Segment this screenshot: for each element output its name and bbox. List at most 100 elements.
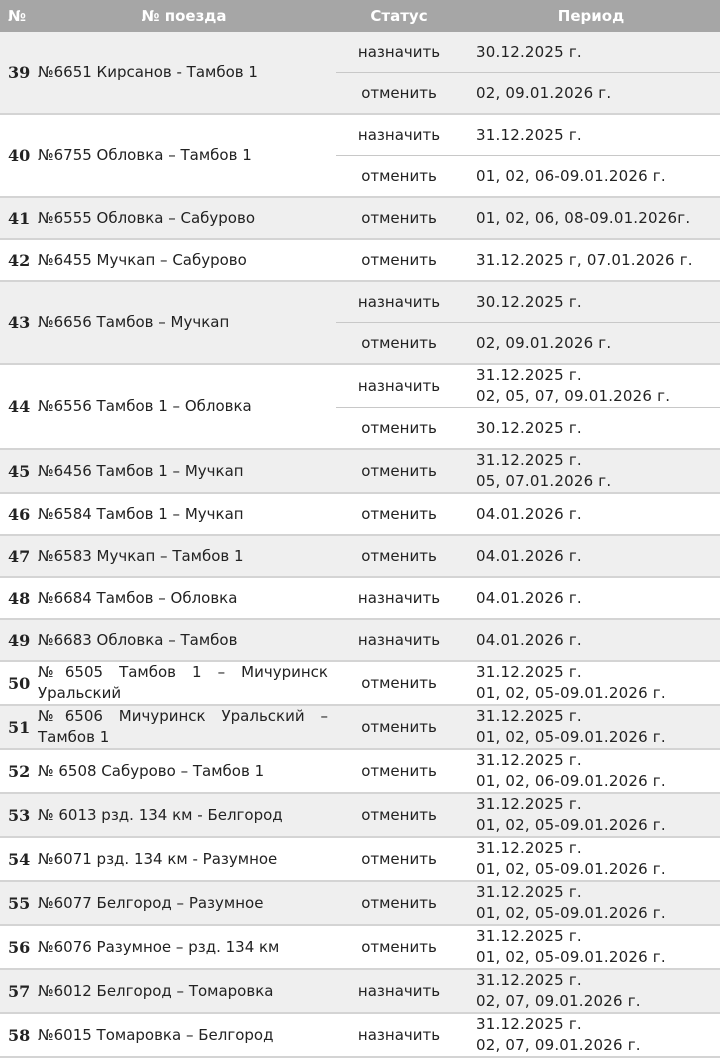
table-row: отменить 02, 09.01.2026 г. <box>0 72 720 115</box>
table-row: 39 №6651 Кирсанов - Тамбов 1 назначить 30.1… <box>0 32 720 115</box>
period-cell: 01, 02, 06, 08-09.01.2026г. <box>462 197 720 240</box>
header-status: Статус <box>336 0 462 32</box>
row-number: 45 <box>0 449 32 494</box>
table-row: 48 №6684 Тамбов – Обловка назначить 04.01.2… <box>0 577 720 620</box>
status-cell: назначить <box>336 577 462 620</box>
train-name: №6012 Белгород – Томаровка <box>32 969 336 1014</box>
period-cell: 31.12.2025 г. 01, 02, 05-09.01.2026 г. <box>462 925 720 970</box>
table-row: 57 №6012 Белгород – Томаровка назначить 31.… <box>0 969 720 1014</box>
table-row: 45 №6456 Тамбов 1 – Мучкап отменить 31.12.2… <box>0 449 720 494</box>
row-number: 51 <box>0 705 32 750</box>
row-number: 39 <box>0 32 32 115</box>
header-period: Период <box>462 0 720 32</box>
table-row: 49 №6683 Обловка – Тамбов назначить 04.01.2… <box>0 619 720 662</box>
period-cell: 31.12.2025 г. 02, 05, 07, 09.01.2026 г. <box>462 364 720 408</box>
period-cell: 31.12.2025 г. 01, 02, 05-09.01.2026 г. <box>462 705 720 750</box>
period-line: 31.12.2025 г. <box>476 366 582 384</box>
status-cell: отменить <box>336 837 462 882</box>
status-cell: отменить <box>336 239 462 282</box>
train-name: №6456 Тамбов 1 – Мучкап <box>32 449 336 494</box>
row-number: 58 <box>0 1013 32 1058</box>
period-line: 31.12.2025 г. <box>476 795 582 813</box>
table-row: отменить 30.12.2025 г. <box>0 407 720 450</box>
table-row: 40 №6755 Обловка – Тамбов 1 назначить 31.12… <box>0 114 720 198</box>
period-line: 01, 02, 06-09.01.2026 г. <box>476 772 666 790</box>
period-line: 02, 09.01.2026 г. <box>476 333 612 352</box>
status-cell: назначить <box>336 364 462 408</box>
header-train: № поезда <box>32 0 336 32</box>
period-cell: 31.12.2025 г. 01, 02, 05-09.01.2026 г. <box>462 661 720 706</box>
period-cell: 31.12.2025 г, 07.01.2026 г. <box>462 239 720 282</box>
table-row: 55 №6077 Белгород – Разумное отменить 31.12… <box>0 881 720 926</box>
row-number: 54 <box>0 837 32 882</box>
period-line: 02, 07, 09.01.2026 г. <box>476 1036 641 1054</box>
status-cell: отменить <box>336 407 462 450</box>
train-name: №6506 Мичуринск Уральский – Тамбов 1 <box>32 705 336 750</box>
period-cell: 31.12.2025 г. 02, 07, 09.01.2026 г. <box>462 1013 720 1058</box>
status-cell: назначить <box>336 114 462 156</box>
train-name: № 6508 Сабурово – Тамбов 1 <box>32 749 336 794</box>
train-name: №6651 Кирсанов - Тамбов 1 <box>32 32 336 115</box>
period-cell: 31.12.2025 г. 01, 02, 05-09.01.2026 г. <box>462 881 720 926</box>
period-line: 01, 02, 06, 08-09.01.2026г. <box>476 208 691 227</box>
table-row: 43 №6656 Тамбов – Мучкап назначить 30.12.20… <box>0 281 720 365</box>
period-cell: 02, 09.01.2026 г. <box>462 72 720 115</box>
header-num: № <box>0 0 32 32</box>
period-cell: 31.12.2025 г. 01, 02, 06-09.01.2026 г. <box>462 749 720 794</box>
row-number: 40 <box>0 114 32 198</box>
train-name: №6076 Разумное – рзд. 134 км <box>32 925 336 970</box>
period-cell: 04.01.2026 г. <box>462 493 720 536</box>
period-line: 30.12.2025 г. <box>476 418 582 437</box>
row-number: 44 <box>0 364 32 450</box>
row-number: 46 <box>0 493 32 536</box>
train-name: №6077 Белгород – Разумное <box>32 881 336 926</box>
status-cell: отменить <box>336 661 462 706</box>
status-cell: отменить <box>336 197 462 240</box>
table-body: 39 №6651 Кирсанов - Тамбов 1 назначить 30.1… <box>0 32 720 1058</box>
table-row: 56 №6076 Разумное – рзд. 134 км отменить 31… <box>0 925 720 970</box>
table-row: 58 №6015 Томаровка – Белгород назначить 31.… <box>0 1013 720 1058</box>
train-name: №6755 Обловка – Тамбов 1 <box>32 114 336 198</box>
period-line: 04.01.2026 г. <box>476 630 582 649</box>
row-number: 43 <box>0 281 32 365</box>
row-number: 50 <box>0 661 32 706</box>
period-line: 30.12.2025 г. <box>476 42 582 61</box>
period-line: 01, 02, 06-09.01.2026 г. <box>476 166 666 185</box>
status-cell: отменить <box>336 705 462 750</box>
period-line: 04.01.2026 г. <box>476 504 582 523</box>
train-name: №6015 Томаровка – Белгород <box>32 1013 336 1058</box>
period-line: 31.12.2025 г. <box>476 451 582 469</box>
period-cell: 04.01.2026 г. <box>462 577 720 620</box>
period-line: 31.12.2025 г. <box>476 707 582 725</box>
status-cell: назначить <box>336 619 462 662</box>
table-row: 50 №6505 Тамбов 1 – Мичуринск Уральский от… <box>0 661 720 706</box>
period-line: 02, 09.01.2026 г. <box>476 83 612 102</box>
period-line: 31.12.2025 г. <box>476 839 582 857</box>
train-name: №6071 рзд. 134 км - Разумное <box>32 837 336 882</box>
period-line: 01, 02, 05-09.01.2026 г. <box>476 728 666 746</box>
period-line: 05, 07.01.2026 г. <box>476 472 612 490</box>
row-number: 49 <box>0 619 32 662</box>
train-name: №6656 Тамбов – Мучкап <box>32 281 336 365</box>
table-row: 53 № 6013 рзд. 134 км - Белгород отменить 3… <box>0 793 720 838</box>
table-row: 46 №6584 Тамбов 1 – Мучкап отменить 04.01.2… <box>0 493 720 536</box>
train-name: №6505 Тамбов 1 – Мичуринск Уральский <box>32 661 336 706</box>
period-cell: 31.12.2025 г. 01, 02, 05-09.01.2026 г. <box>462 793 720 838</box>
row-number: 52 <box>0 749 32 794</box>
period-cell: 30.12.2025 г. <box>462 407 720 450</box>
train-name: №6556 Тамбов 1 – Обловка <box>32 364 336 450</box>
status-cell: отменить <box>336 449 462 494</box>
train-name: №6455 Мучкап – Сабурово <box>32 239 336 282</box>
table-row: 54 №6071 рзд. 134 км - Разумное отменить 31… <box>0 837 720 882</box>
status-cell: отменить <box>336 155 462 198</box>
period-line: 01, 02, 05-09.01.2026 г. <box>476 904 666 922</box>
table-row: 47 №6583 Мучкап – Тамбов 1 отменить 04.01.2… <box>0 535 720 578</box>
period-cell: 04.01.2026 г. <box>462 619 720 662</box>
row-number: 48 <box>0 577 32 620</box>
status-cell: отменить <box>336 925 462 970</box>
period-line: 30.12.2025 г. <box>476 292 582 311</box>
train-name: №6684 Тамбов – Обловка <box>32 577 336 620</box>
period-line: 01, 02, 05-09.01.2026 г. <box>476 816 666 834</box>
status-cell: отменить <box>336 749 462 794</box>
